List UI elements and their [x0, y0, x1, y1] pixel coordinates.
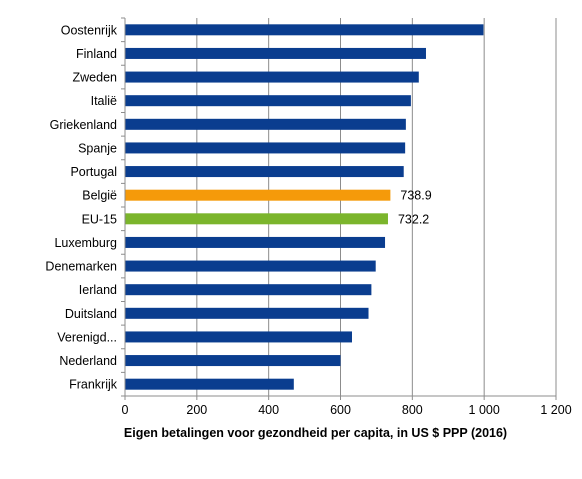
category-label: Ierland [79, 283, 117, 297]
x-tick-label: 1 000 [469, 403, 500, 417]
bar [125, 236, 386, 248]
category-label: Luxemburg [54, 236, 117, 250]
category-label: Spanje [78, 141, 117, 155]
bars [125, 24, 484, 390]
category-label: Griekenland [50, 118, 117, 132]
x-tick-label: 600 [330, 403, 351, 417]
bar [125, 142, 406, 154]
category-label: Duitsland [65, 307, 117, 321]
data-label: 738.9 [400, 189, 431, 203]
data-label: 732.2 [398, 212, 429, 226]
axes [121, 17, 557, 400]
x-tick-labels: 0 200 400 600 800 1 000 1 200 [122, 403, 572, 417]
category-label: Zweden [73, 71, 118, 85]
category-label: Finland [76, 47, 117, 61]
category-label: Verenigd... [57, 330, 117, 344]
x-tick-label: 1 200 [540, 403, 571, 417]
category-label: Portugal [70, 165, 117, 179]
category-label: Frankrijk [69, 378, 118, 392]
category-labels: Oostenrijk Finland Zweden Italië Griekenland… [45, 23, 117, 391]
bar [125, 355, 341, 367]
bar [125, 331, 352, 343]
x-axis-title: Eigen betalingen voor gezondheid per cap… [124, 426, 507, 440]
bar [125, 378, 294, 390]
bar [125, 71, 419, 83]
data-labels: 738.9 732.2 [398, 189, 432, 227]
bar [125, 47, 426, 59]
bar [125, 189, 391, 201]
category-label: Nederland [59, 354, 117, 368]
bar [125, 213, 388, 225]
bar [125, 307, 369, 319]
category-label: Italië [91, 94, 117, 108]
x-tick-label: 200 [186, 403, 207, 417]
x-tick-label: 0 [122, 403, 129, 417]
bar [125, 260, 376, 272]
x-tick-label: 800 [402, 403, 423, 417]
category-label: België [82, 189, 117, 203]
bar [125, 166, 404, 178]
category-label: Oostenrijk [61, 23, 118, 37]
x-tick-label: 400 [258, 403, 279, 417]
bar [125, 118, 406, 130]
bar [125, 95, 411, 107]
bar [125, 284, 372, 296]
bar [125, 24, 484, 36]
category-label: EU-15 [82, 212, 117, 226]
category-label: Denemarken [45, 260, 117, 274]
